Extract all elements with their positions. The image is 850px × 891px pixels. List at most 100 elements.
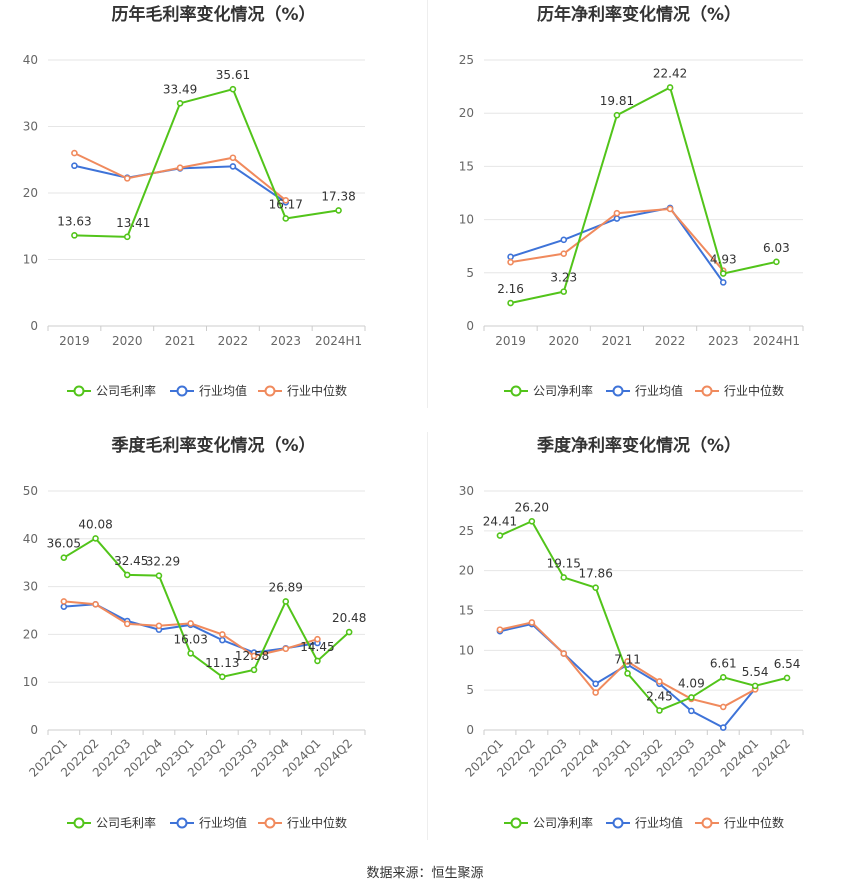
data-point-avg (507, 253, 514, 261)
x-tick-label: 2024H1 (753, 334, 800, 348)
x-tick-label: 2021 (165, 334, 196, 348)
chart-quarterly-net: 季度净利率变化情况（%）0510152025302022Q12022Q22022… (459, 435, 804, 830)
data-label: 11.13 (205, 656, 239, 670)
data-point-avg (688, 707, 695, 715)
data-point-company (345, 628, 353, 636)
data-point-company (783, 674, 791, 682)
data-point-median (528, 619, 536, 626)
data-point-median (155, 622, 163, 630)
data-label: 35.61 (216, 68, 250, 82)
data-point-company (314, 657, 321, 665)
source-label: 数据来源：恒生聚源 (366, 866, 484, 881)
data-label: 6.03 (763, 241, 790, 255)
data-point-median (496, 626, 504, 633)
data-point-company (560, 288, 568, 295)
data-label: 4.93 (710, 253, 737, 267)
data-point-median (560, 650, 568, 657)
data-label: 16.17 (269, 197, 303, 211)
data-point-avg (60, 603, 68, 610)
data-point-company (560, 574, 568, 581)
data-label: 13.41 (116, 216, 150, 230)
data-point-avg (229, 163, 237, 170)
chart-title: 历年净利率变化情况（%） (537, 4, 741, 25)
x-tick-label: 2019 (59, 334, 90, 348)
data-point-median (123, 175, 131, 182)
data-point-median (656, 678, 663, 685)
y-tick-label: 50 (23, 484, 38, 498)
data-label: 3.23 (550, 271, 577, 285)
y-tick-label: 20 (23, 186, 38, 200)
data-label: 19.15 (547, 556, 581, 570)
data-label: 6.61 (710, 656, 737, 670)
x-tick-label: 2023 (708, 334, 739, 348)
x-tick-label: 2024H1 (315, 334, 362, 348)
data-point-median (666, 205, 674, 213)
data-point-company (219, 673, 226, 681)
series-line-company (499, 519, 788, 712)
data-label: 13.63 (57, 214, 91, 228)
y-tick-label: 10 (459, 213, 474, 227)
chart-title: 季度毛利率变化情况（%） (111, 435, 315, 456)
data-point-median (123, 620, 131, 628)
chart-panel-annual-gross: 历年毛利率变化情况（%） 0 10 20 30 40 2019 2020 2021 2022 202… (0, 0, 427, 418)
data-point-median (613, 209, 621, 217)
data-label: 33.49 (163, 82, 197, 96)
series-line-company (74, 88, 339, 238)
y-tick-label: 30 (23, 120, 38, 134)
data-point-avg (592, 680, 599, 688)
legend-label-median: 行业中位数 (724, 815, 784, 830)
data-point-company (123, 571, 131, 579)
legend-label-company: 公司毛利率 (96, 815, 156, 830)
y-tick-label: 5 (466, 266, 474, 280)
y-tick-label: 0 (30, 723, 38, 737)
series-line-company (510, 85, 777, 304)
x-tick-label: 2023 (270, 334, 301, 348)
data-point-company (250, 666, 258, 674)
data-label: 7.11 (614, 652, 641, 666)
y-tick-label: 20 (23, 627, 38, 641)
data-point-company (773, 258, 780, 266)
chart-panel-annual-net: 历年净利率变化情况（%） 0 5 10 15 20 25 2019 2020 2021 2022 20… (428, 0, 850, 418)
x-tick-label: 2022 (218, 334, 249, 348)
y-tick-label: 20 (459, 564, 474, 578)
chart-annual-net: 历年净利率变化情况（%） 0 5 10 15 20 25 2019 2020 2021 2022 20… (459, 4, 804, 398)
y-tick-label: 0 (466, 319, 474, 333)
data-label: 32.45 (114, 554, 148, 568)
data-point-company (528, 517, 536, 525)
data-point-company (719, 674, 727, 681)
y-tick-label: 25 (459, 53, 474, 67)
legend-label-median: 行业中位数 (287, 383, 347, 398)
x-tick-label: 2020 (548, 334, 579, 348)
data-point-median (507, 258, 514, 266)
data-point-company (60, 554, 68, 561)
data-point-median (560, 250, 568, 257)
legend-label-median: 行业中位数 (287, 815, 347, 830)
y-tick-label: 0 (30, 319, 38, 333)
data-point-company (282, 215, 290, 222)
x-tick-label: 2022 (655, 334, 686, 348)
legend-label-avg: 行业均值 (635, 815, 683, 830)
legend-label-company: 公司净利率 (533, 383, 593, 398)
chart-panel-quarterly-gross: 季度毛利率变化情况（%） 0 10 20 30 40 50 2022Q1 2022Q2 2022Q… (0, 428, 427, 848)
legend-label-avg: 行业均值 (199, 383, 247, 398)
y-tick-label: 15 (459, 604, 474, 618)
data-point-median (187, 620, 194, 627)
data-label: 5.54 (742, 665, 769, 679)
data-point-avg (71, 162, 78, 170)
data-label: 17.38 (321, 189, 355, 203)
data-label: 12.58 (235, 649, 269, 663)
y-tick-label: 10 (23, 675, 38, 689)
data-point-company (176, 99, 184, 107)
data-point-company (123, 233, 131, 241)
legend-marker-avg (176, 385, 188, 397)
data-point-avg (219, 636, 226, 644)
y-tick-label: 30 (23, 580, 38, 594)
data-point-avg (560, 236, 568, 244)
data-point-company (666, 84, 674, 91)
data-label: 26.89 (269, 580, 303, 594)
x-tick-label: 2021 (602, 334, 633, 348)
data-point-median (719, 703, 727, 711)
data-label: 32.29 (146, 555, 180, 569)
chart-panel-quarterly-net: 季度净利率变化情况（%） 0 5 10 15 20 25 30 2022Q1 2022Q2 2022… (428, 428, 850, 848)
data-point-company (592, 584, 599, 592)
